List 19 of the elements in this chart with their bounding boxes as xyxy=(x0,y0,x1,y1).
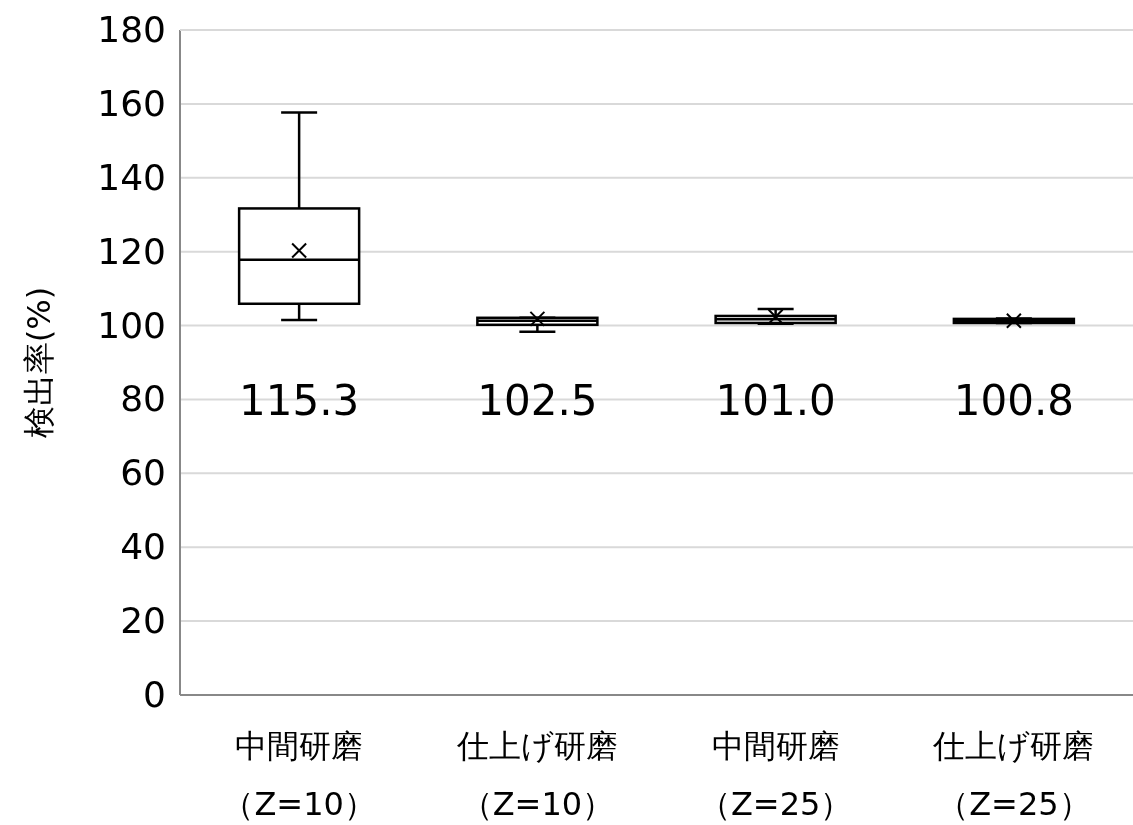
y-tick-label: 80 xyxy=(120,378,166,420)
y-axis-title: 検出率(%) xyxy=(20,286,58,439)
annotation: 115.3 xyxy=(239,375,360,425)
annotation: 102.5 xyxy=(477,375,598,425)
y-tick-label: 120 xyxy=(97,230,166,272)
x-tick-label: 中間研磨（Z=25） xyxy=(698,727,853,823)
y-tick-label: 60 xyxy=(120,452,166,494)
y-tick-label: 0 xyxy=(143,674,166,715)
y-tick-label: 180 xyxy=(97,9,166,50)
y-tick-label: 160 xyxy=(97,82,166,124)
y-tick-label: 40 xyxy=(120,526,166,568)
x-tick-label: 仕上げ研磨（Z=10） xyxy=(455,727,618,823)
x-tick-label: 仕上げ研磨（Z=25） xyxy=(932,727,1095,823)
annotation: 101.0 xyxy=(715,375,836,425)
y-tick-label: 140 xyxy=(97,156,166,198)
x-tick-label: 中間研磨（Z=10） xyxy=(222,727,376,823)
y-tick-label: 100 xyxy=(97,304,166,346)
y-tick-label: 20 xyxy=(120,600,166,642)
annotation: 100.8 xyxy=(953,375,1074,425)
